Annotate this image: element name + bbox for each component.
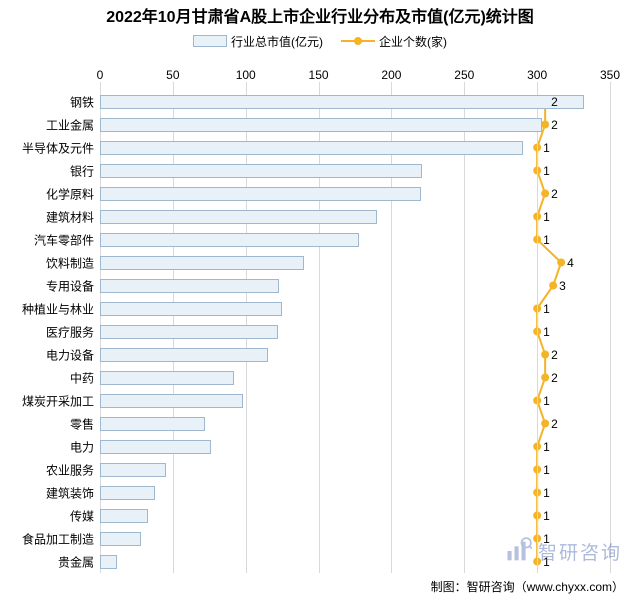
line-value-label: 1 xyxy=(543,325,550,339)
line-value-label: 1 xyxy=(543,463,550,477)
bar xyxy=(100,210,377,224)
line-value-label: 1 xyxy=(543,210,550,224)
legend: 行业总市值(亿元) 企业个数(家) xyxy=(0,33,640,50)
category-label: 传媒 xyxy=(70,507,94,524)
line-value-label: 1 xyxy=(543,440,550,454)
line-value-label: 4 xyxy=(567,256,574,270)
category-label: 种植业与林业 xyxy=(22,300,94,317)
line-value-label: 2 xyxy=(551,371,558,385)
bar xyxy=(100,302,282,316)
category-label: 贵金属 xyxy=(58,553,94,570)
line-value-label: 1 xyxy=(543,233,550,247)
category-label: 农业服务 xyxy=(46,461,94,478)
category-label: 食品加工制造 xyxy=(22,530,94,547)
bar xyxy=(100,256,304,270)
x-tick-label: 0 xyxy=(97,68,104,82)
x-tick-label: 150 xyxy=(309,68,329,82)
bar xyxy=(100,555,117,569)
category-label: 零售 xyxy=(70,415,94,432)
legend-line: 企业个数(家) xyxy=(341,33,447,50)
category-label: 工业金属 xyxy=(46,116,94,133)
line-value-label: 1 xyxy=(543,394,550,408)
grid-line xyxy=(610,82,611,573)
bar xyxy=(100,95,584,109)
bar xyxy=(100,141,523,155)
grid-line xyxy=(391,82,392,573)
line-value-label: 2 xyxy=(551,348,558,362)
category-label: 医疗服务 xyxy=(46,323,94,340)
line-marker xyxy=(541,121,549,129)
category-label: 汽车零部件 xyxy=(34,231,94,248)
line-value-label: 1 xyxy=(543,302,550,316)
bar xyxy=(100,463,166,477)
line-value-label: 3 xyxy=(559,279,566,293)
line-value-label: 2 xyxy=(551,417,558,431)
bar xyxy=(100,348,268,362)
category-label: 半导体及元件 xyxy=(22,139,94,156)
line-value-label: 1 xyxy=(543,509,550,523)
x-tick-label: 100 xyxy=(236,68,256,82)
x-tick-label: 200 xyxy=(381,68,401,82)
line-value-label: 2 xyxy=(551,187,558,201)
category-label: 煤炭开采加工 xyxy=(22,392,94,409)
line-marker xyxy=(557,259,565,267)
line-value-label: 2 xyxy=(551,118,558,132)
category-label: 电力设备 xyxy=(46,346,94,363)
bar xyxy=(100,118,542,132)
category-label: 建筑装饰 xyxy=(46,484,94,501)
line-value-label: 2 xyxy=(551,95,558,109)
bar xyxy=(100,509,148,523)
bar xyxy=(100,440,211,454)
line-value-label: 1 xyxy=(543,141,550,155)
grid-line xyxy=(537,82,538,573)
watermark: 智研咨询 xyxy=(504,537,622,565)
category-label: 电力 xyxy=(70,438,94,455)
chart-area: 0 50 100 150 200 250 300 350 钢铁 2 工业金属 2 半导体及元件 1 银行 1 化… xyxy=(0,70,640,575)
grid-line xyxy=(464,82,465,573)
watermark-logo-icon xyxy=(504,537,532,565)
line-marker xyxy=(541,351,549,359)
category-label: 中药 xyxy=(70,369,94,386)
category-label: 饮料制造 xyxy=(46,254,94,271)
line-marker xyxy=(541,374,549,382)
line-marker xyxy=(549,282,557,290)
x-tick-label: 50 xyxy=(166,68,179,82)
legend-bar-label: 行业总市值(亿元) xyxy=(231,33,323,50)
bar xyxy=(100,394,243,408)
x-tick-label: 250 xyxy=(454,68,474,82)
watermark-text: 智研咨询 xyxy=(538,538,622,565)
chart-title: 2022年10月甘肃省A股上市企业行业分布及市值(亿元)统计图 xyxy=(0,0,640,29)
legend-line-swatch xyxy=(341,35,375,47)
legend-bar-swatch xyxy=(193,35,227,47)
x-tick-label: 300 xyxy=(527,68,547,82)
category-label: 化学原料 xyxy=(46,185,94,202)
category-label: 专用设备 xyxy=(46,277,94,294)
legend-bar: 行业总市值(亿元) xyxy=(193,33,323,50)
line-marker xyxy=(541,190,549,198)
legend-line-label: 企业个数(家) xyxy=(379,33,447,50)
bar xyxy=(100,187,421,201)
bar xyxy=(100,532,141,546)
line-value-label: 1 xyxy=(543,486,550,500)
bar xyxy=(100,325,278,339)
x-tick-label: 350 xyxy=(600,68,620,82)
category-label: 银行 xyxy=(70,162,94,179)
bar xyxy=(100,486,155,500)
bar xyxy=(100,279,279,293)
line-marker xyxy=(541,420,549,428)
bar xyxy=(100,233,359,247)
category-label: 钢铁 xyxy=(70,93,94,110)
grid-line xyxy=(319,82,320,573)
bar xyxy=(100,417,205,431)
category-label: 建筑材料 xyxy=(46,208,94,225)
line-value-label: 1 xyxy=(543,164,550,178)
plot-area: 050100150200250300350钢铁2工业金属2半导体及元件1银行1化… xyxy=(100,90,610,573)
credit-line: 制图：智研咨询（www.chyxx.com） xyxy=(431,578,624,595)
bar xyxy=(100,371,234,385)
bar xyxy=(100,164,422,178)
